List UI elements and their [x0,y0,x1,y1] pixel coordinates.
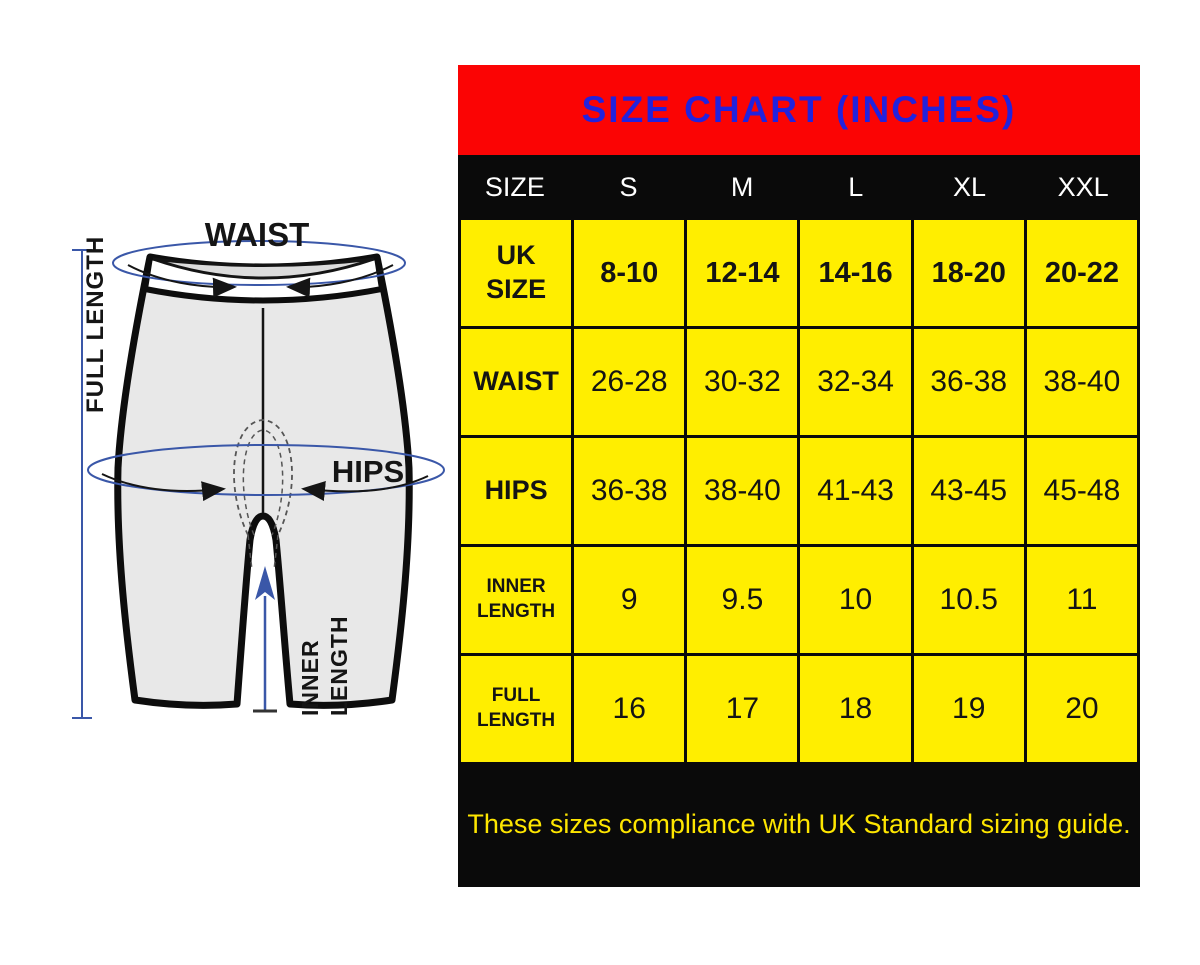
gusset-dashed-outer [233,419,293,536]
value-cell: 18-20 [913,220,1024,326]
waist-opening-rim [152,257,375,280]
gusset-dashed-tail-left [247,534,253,571]
value-cell: 9.5 [687,547,798,653]
value-cell: 43-45 [913,438,1024,544]
value-cell: 45-48 [1026,438,1137,544]
value-cell: 16 [574,656,685,762]
row-label-cell: UK SIZE [461,220,572,326]
shorts-measurement-diagram: WAIST HIPS FULL LENGTH INNER LENGTH [0,0,460,960]
footer-note: These sizes compliance with UK Standard … [467,809,1131,839]
value-cell: 38-40 [1026,329,1137,435]
row-label-cell: HIPS [461,438,572,544]
hips-label: HIPS [332,454,404,489]
row-label-cell: FULL LENGTH [461,656,572,762]
waist-label: WAIST [205,216,310,253]
column-header-cell: L [848,172,864,202]
value-cell: 11 [1026,547,1137,653]
column-header-cell: SIZE [484,172,545,202]
hips-arrow-left [101,473,226,502]
column-header-cell: S [619,172,638,202]
inner-length-label-line2: LENGTH [326,615,352,716]
waist-arrow-right [286,264,394,298]
row-label-cell: INNER LENGTH [461,547,572,653]
column-header-cell: M [730,172,754,202]
row-label-cell: WAIST [461,329,572,435]
waist-arrow-left [127,264,237,298]
size-grid: UK SIZE 8-10 12-14 14-16 18-20 20-22 WAIST 26-2… [458,220,1140,762]
shorts-diagram-svg: WAIST HIPS FULL LENGTH INNER LENGTH [72,216,445,719]
value-cell: 10 [800,547,911,653]
value-cell: 19 [913,656,1024,762]
value-cell: 17 [687,656,798,762]
inner-length-arrowhead [255,566,275,600]
value-cell: 36-38 [574,438,685,544]
column-header-cell: XXL [1057,172,1109,202]
value-cell: 10.5 [913,547,1024,653]
value-cell: 26-28 [574,329,685,435]
value-cell: 32-34 [800,329,911,435]
value-cell: 41-43 [800,438,911,544]
value-cell: 18 [800,656,911,762]
waist-ellipse [112,240,406,286]
table-footer: These sizes compliance with UK Standard … [458,762,1140,887]
table-title: SIZE CHART (INCHES) [458,65,1140,155]
inner-length-label-line1: INNER [297,639,323,716]
size-table: SIZE CHART (INCHES) SIZE S M L XL XXL UK SIZE… [458,65,1140,887]
value-cell: 20-22 [1026,220,1137,326]
gusset-dashed-inner [242,429,284,536]
column-header-cell: XL [952,172,986,202]
value-cell: 9 [574,547,685,653]
value-cell: 36-38 [913,329,1024,435]
value-cell: 20 [1026,656,1137,762]
full-length-label: FULL LENGTH [82,236,109,413]
value-cell: 30-32 [687,329,798,435]
value-cell: 14-16 [800,220,911,326]
hips-arrow-right [301,475,429,501]
gusset-dashed-tail-right [273,534,279,571]
value-cell: 12-14 [687,220,798,326]
column-header-row: SIZE S M L XL XXL [458,155,1140,220]
value-cell: 38-40 [687,438,798,544]
hips-ellipse [87,444,445,496]
value-cell: 8-10 [574,220,685,326]
